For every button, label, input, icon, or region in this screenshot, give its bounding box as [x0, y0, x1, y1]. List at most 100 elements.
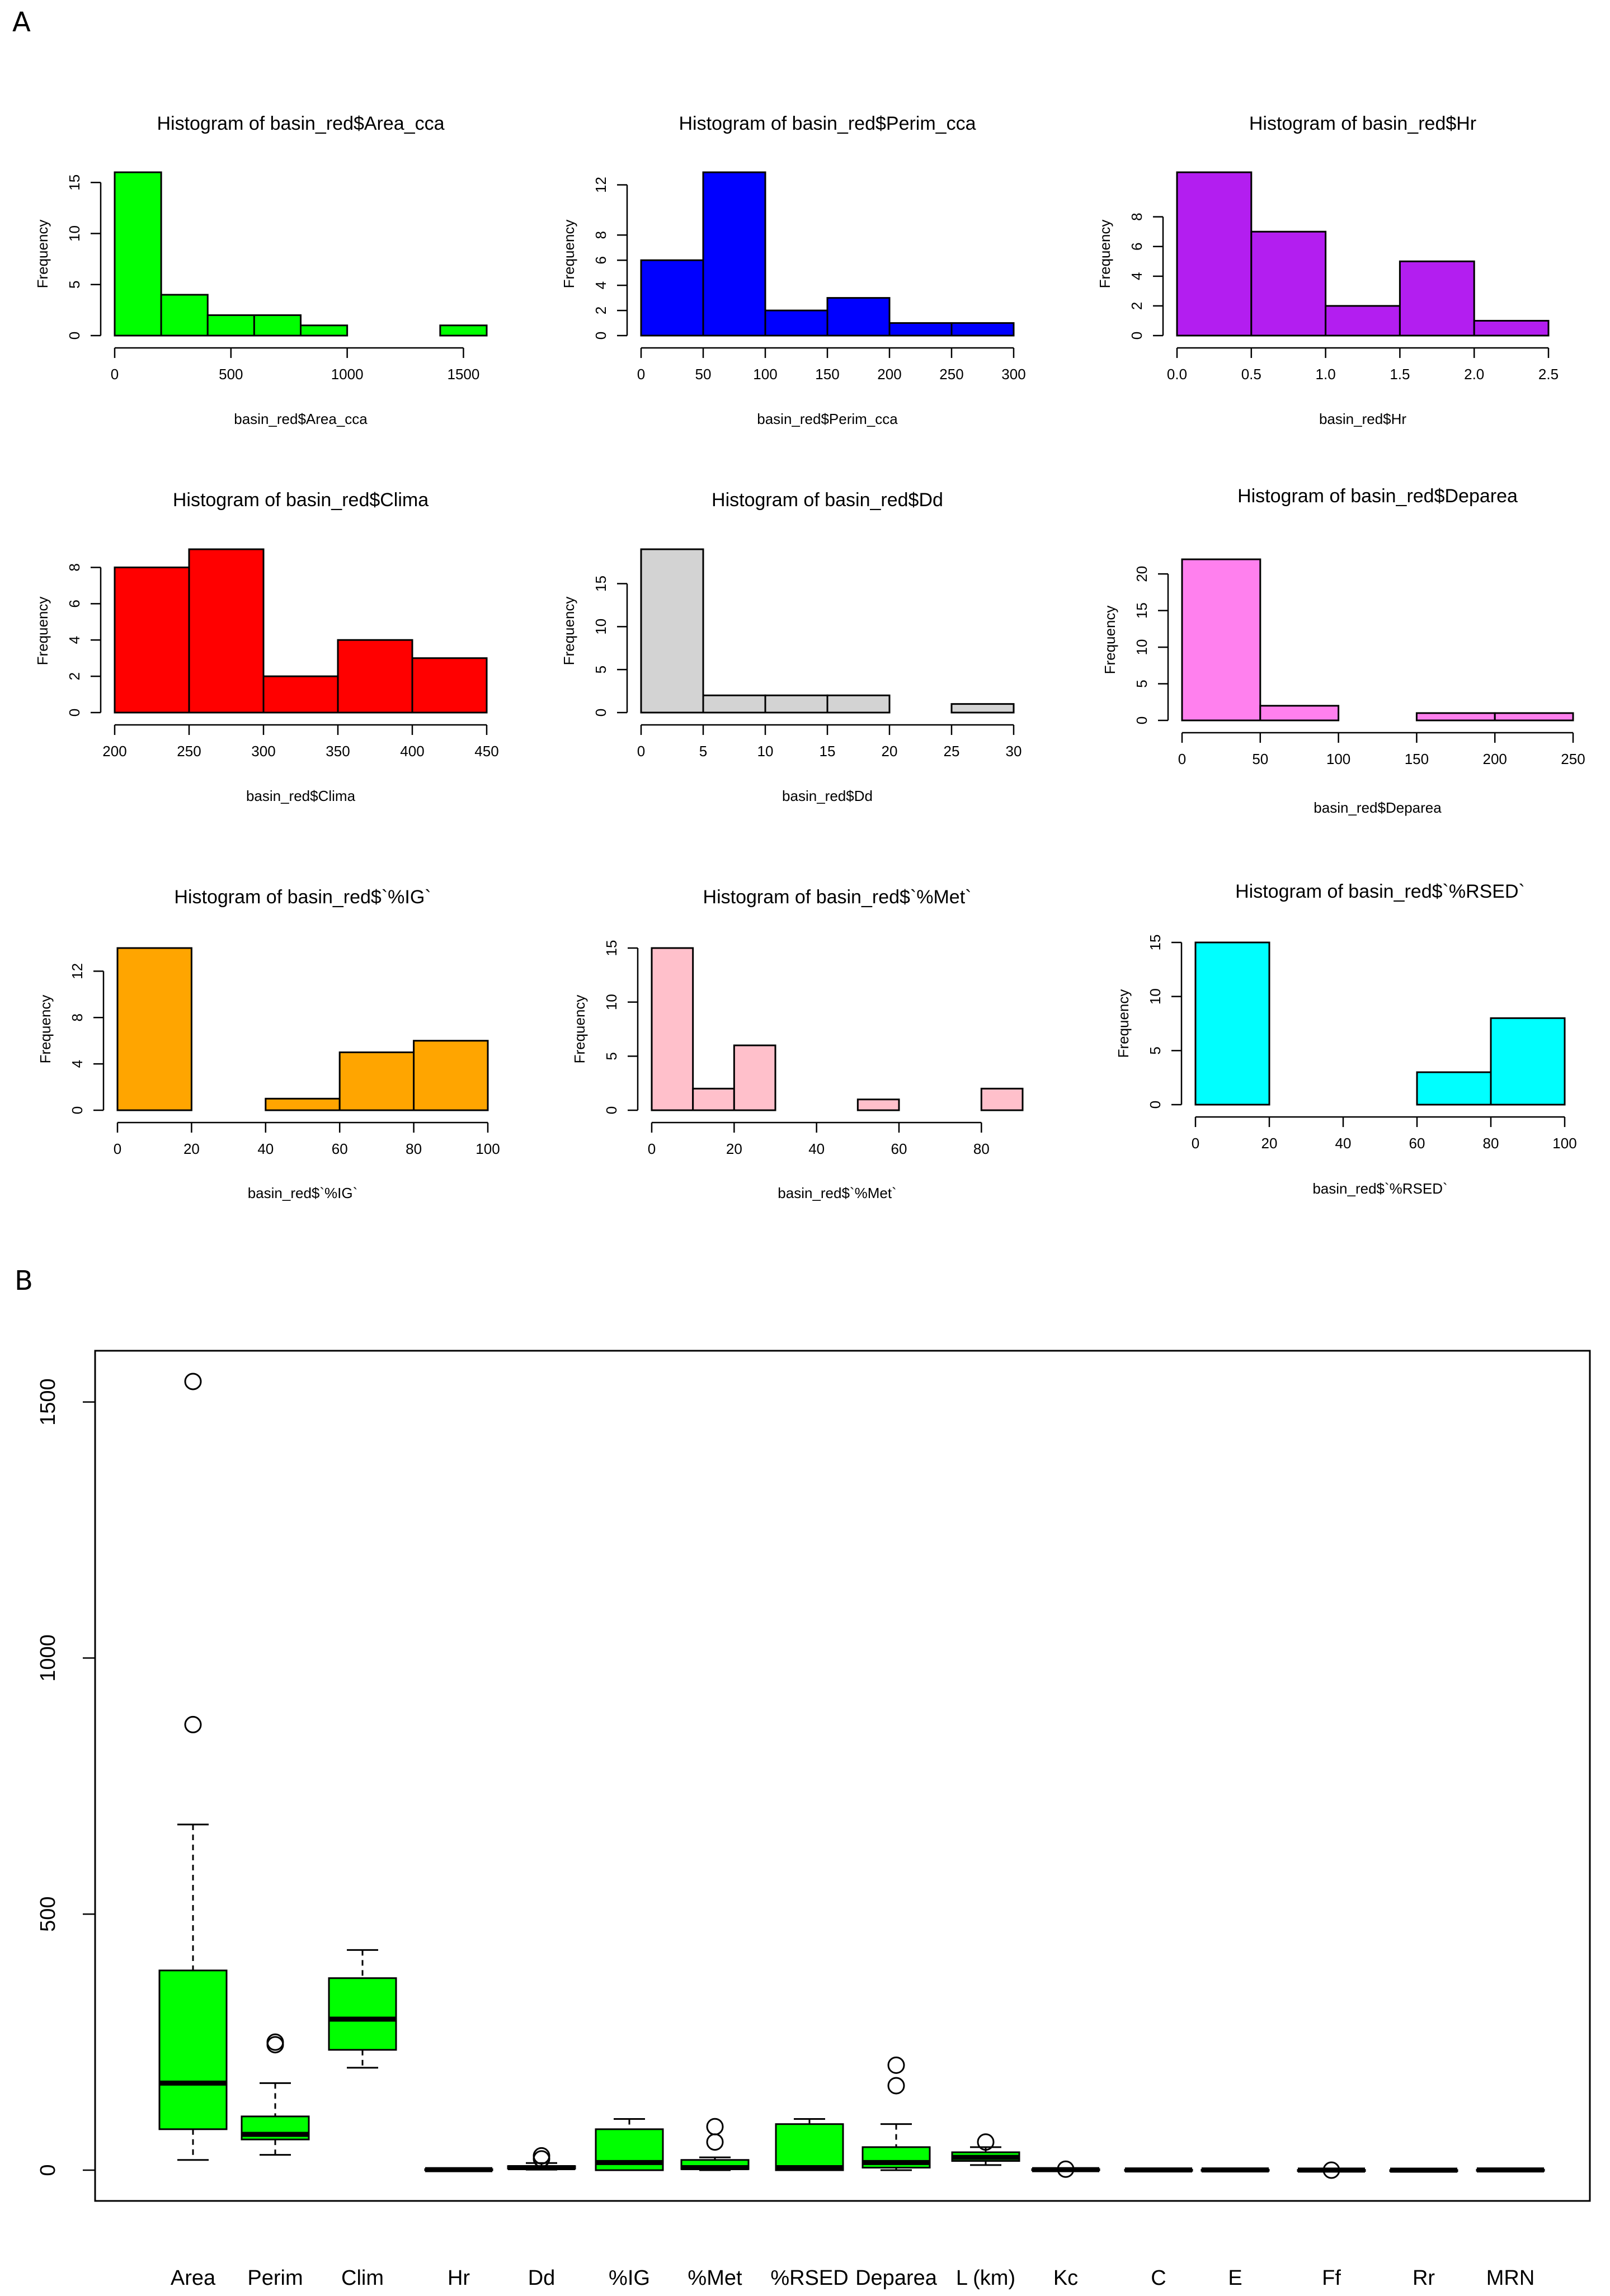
y-axis-label: Frequency	[571, 995, 588, 1064]
category-label: %Met	[688, 2266, 742, 2290]
x-tick-label: 50	[1252, 751, 1268, 767]
box-L (km): L (km)	[951, 2133, 1020, 2290]
x-tick-label: 1.5	[1390, 366, 1410, 383]
y-tick-label: 6	[1128, 242, 1145, 250]
histogram-2: Histogram of basin_red$Perim_cca 0 50 100 15…	[561, 113, 1026, 427]
y-tick-label: 15	[1133, 602, 1150, 619]
box-Hr: Hr	[424, 2167, 493, 2290]
box-iqr	[328, 1977, 397, 2051]
histogram-bar	[950, 703, 1015, 714]
x-tick-label: 0.5	[1241, 366, 1261, 383]
category-label: L (km)	[956, 2266, 1015, 2290]
y-tick-label: 0	[66, 332, 83, 340]
y-tick-label: 5	[603, 1052, 620, 1060]
y-tick-label: 0	[592, 332, 609, 340]
x-tick-label: 0	[648, 1140, 656, 1157]
x-axis-label: basin_red$Dd	[782, 788, 873, 804]
histogram-bar	[253, 314, 302, 337]
histogram-bar	[411, 657, 488, 714]
category-label: Deparea	[855, 2266, 938, 2290]
histogram-bar	[1181, 558, 1261, 722]
histogram-5: Histogram of basin_red$Dd 0 5 10 15 20 25 30 bas…	[561, 489, 1022, 804]
x-tick-label: 200	[102, 743, 126, 760]
histogram-title: Histogram of basin_red$Hr	[1249, 113, 1476, 134]
y-tick-label: 8	[1128, 213, 1145, 220]
x-tick-label: 0	[1192, 1135, 1199, 1152]
x-tick-label: 30	[1006, 743, 1022, 760]
histogram-bar	[160, 294, 209, 337]
x-tick-label: 100	[753, 366, 777, 383]
box-outlier	[184, 1373, 202, 1390]
histogram-bar	[1399, 260, 1475, 337]
histogram-bar	[1250, 230, 1327, 337]
histogram-bar	[1176, 171, 1253, 337]
x-tick-label: 100	[1326, 751, 1350, 767]
category-label: C	[1151, 2266, 1166, 2290]
x-axis-label: basin_red$Hr	[1319, 411, 1406, 427]
x-tick-label: 80	[1483, 1135, 1499, 1152]
histogram-bar	[114, 566, 190, 714]
y-tick-label: 6	[592, 256, 609, 264]
category-label: MRN	[1486, 2266, 1535, 2290]
x-tick-label: 1500	[448, 366, 480, 383]
category-label: Perim	[247, 2266, 303, 2290]
category-label: Area	[171, 2266, 216, 2290]
y-tick-label: 8	[69, 1013, 86, 1021]
y-tick-label: 15	[66, 175, 83, 191]
box-outlier	[184, 1715, 202, 1733]
histogram-bar	[265, 1097, 341, 1111]
x-tick-label: 60	[891, 1140, 907, 1157]
x-tick-label: 500	[219, 366, 243, 383]
x-tick-label: 80	[973, 1140, 990, 1157]
x-tick-label: 40	[1335, 1135, 1352, 1152]
histogram-bar	[980, 1087, 1024, 1111]
x-tick-label: 300	[251, 743, 275, 760]
histogram-title: Histogram of basin_red$Area_cca	[157, 113, 444, 134]
y-axis-label: Frequency	[561, 220, 577, 289]
x-tick-label: 15	[820, 743, 836, 760]
x-tick-label: 80	[406, 1140, 422, 1157]
x-tick-label: 10	[757, 743, 774, 760]
x-tick-label: 20	[183, 1140, 200, 1157]
y-axis-label: Frequency	[561, 597, 577, 666]
box-Ff: Ff	[1297, 2161, 1366, 2290]
x-tick-label: 100	[1552, 1135, 1576, 1152]
box-outlier	[1057, 2160, 1075, 2178]
x-tick-label: 0	[637, 743, 645, 760]
x-tick-label: 450	[474, 743, 498, 760]
histogram-bar	[702, 171, 766, 337]
y-tick-label: 10	[603, 994, 620, 1010]
histogram-bar	[114, 171, 162, 337]
category-label: E	[1228, 2266, 1242, 2290]
x-tick-label: 40	[808, 1140, 825, 1157]
y-tick-label: 5	[1133, 680, 1150, 687]
y-tick-label: 0	[69, 1106, 86, 1114]
histogram-bar	[1415, 712, 1496, 722]
y-tick-label: 10	[592, 619, 609, 635]
y-tick-label: 8	[592, 231, 609, 239]
histogram-bar	[1259, 705, 1340, 722]
y-tick-label: 15	[603, 940, 620, 956]
histogram-bar	[1194, 941, 1270, 1106]
histogram-9: Histogram of basin_red$`%RSED` 0 20 40 60 80 1…	[1115, 881, 1577, 1197]
y-tick-label: 4	[66, 636, 83, 644]
x-tick-label: 25	[944, 743, 960, 760]
x-tick-label: 0	[1178, 751, 1186, 767]
y-tick-label: 4	[1128, 272, 1145, 280]
y-tick-label: 2	[1128, 302, 1145, 310]
y-tick-label: 10	[1133, 639, 1150, 656]
histogram-bar	[764, 694, 828, 714]
x-tick-label: 40	[257, 1140, 274, 1157]
histogram-bar	[856, 1099, 900, 1111]
histogram-4: Histogram of basin_red$Clima 200 250 300 350…	[34, 489, 499, 804]
x-tick-label: 20	[726, 1140, 742, 1157]
histogram-title: Histogram of basin_red$`%RSED`	[1235, 881, 1525, 902]
histogram-3: Histogram of basin_red$Hr 0.0 0.5 1.0 1.5 2.0…	[1096, 113, 1559, 427]
box-%RSED: %RSED	[770, 2118, 849, 2290]
y-tick-label: 0	[36, 2164, 60, 2176]
x-tick-label: 250	[939, 366, 963, 383]
y-tick-label: 0	[592, 709, 609, 716]
histogram-title: Histogram of basin_red$Deparea	[1237, 485, 1518, 507]
box-E: E	[1201, 2167, 1270, 2290]
